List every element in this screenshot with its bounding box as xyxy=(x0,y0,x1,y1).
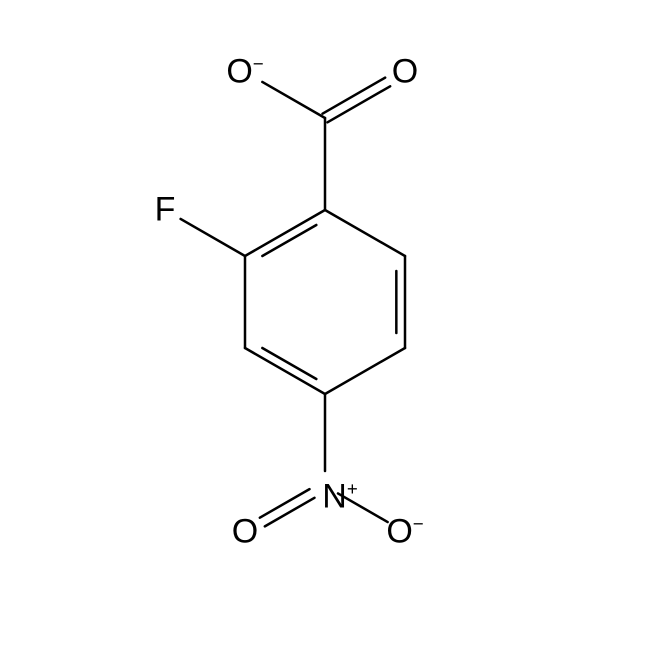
atom-label-carboxylate_O_minus: O− xyxy=(226,53,263,92)
atom-label-nitro_O_minus: O− xyxy=(386,513,423,552)
chemical-structure-svg xyxy=(0,0,650,650)
atom-label-carboxylate_O_dbl: O xyxy=(392,53,418,92)
atom-label-fluorine: F xyxy=(155,191,176,230)
atom-label-nitro_O_dbl: O xyxy=(232,513,258,552)
atom-label-nitro_N_label: N+ xyxy=(322,478,357,517)
